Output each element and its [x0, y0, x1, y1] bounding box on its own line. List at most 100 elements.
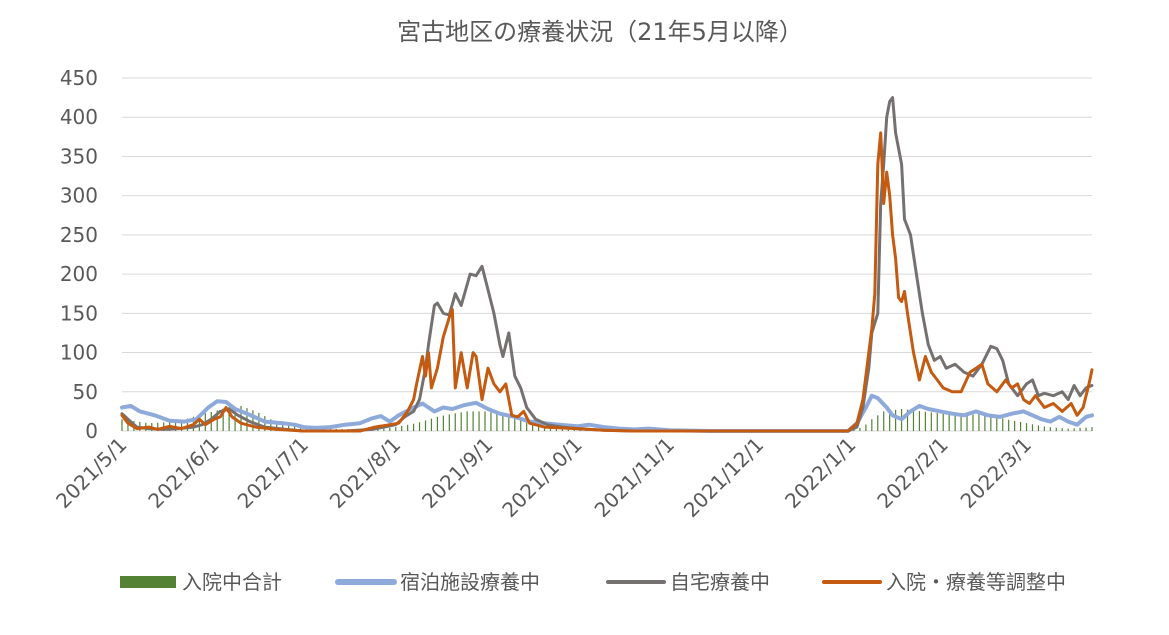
inpatient-bar: [972, 414, 974, 431]
legend: 入院中合計 宿泊施設療養中 自宅療養中 入院・療養等調整中: [120, 570, 1066, 594]
inpatient-bar: [1091, 427, 1093, 431]
y-tick-label: 350: [60, 144, 98, 168]
inpatient-bar: [871, 419, 873, 431]
inpatient-bar: [258, 412, 260, 431]
inpatient-bar: [883, 411, 885, 431]
legend-item: 入院・療養等調整中: [822, 570, 1066, 594]
inpatient-bar: [418, 422, 421, 431]
inpatient-bar: [954, 414, 956, 431]
inpatient-bar: [389, 427, 391, 431]
inpatient-bar: [198, 414, 200, 431]
inpatient-bar: [912, 410, 915, 431]
inpatient-bar: [561, 428, 563, 431]
inpatient-bar: [1025, 423, 1028, 431]
x-tick-label: 2021/10/1: [497, 433, 586, 522]
inpatient-bar: [526, 422, 528, 431]
inpatient-bar: [567, 428, 569, 431]
y-tick-label: 300: [60, 184, 98, 208]
y-tick-label: 400: [60, 105, 98, 129]
inpatient-bar: [299, 426, 302, 431]
legend-item: 自宅療養中: [606, 570, 770, 594]
inpatient-bar: [424, 420, 427, 431]
inpatient-bar: [472, 411, 474, 431]
inpatient-bar: [1002, 418, 1004, 431]
inpatient-bar: [1079, 427, 1081, 431]
inpatient-bar: [1067, 428, 1069, 431]
grid-layer: [122, 77, 1092, 432]
inpatient-bar: [293, 425, 296, 431]
inpatient-bar: [889, 410, 891, 431]
inpatient-bar: [436, 416, 438, 431]
inpatient-bar: [1037, 425, 1040, 431]
x-tick-label: 2021/7/1: [233, 433, 313, 513]
series-line-2: [120, 96, 1094, 433]
x-tick-label: 2021/6/1: [143, 433, 223, 513]
inpatient-bar: [252, 410, 254, 431]
inpatient-bar: [407, 424, 409, 431]
legend-item: 宿泊施設療養中: [335, 570, 540, 594]
inpatient-bar: [270, 419, 272, 431]
inpatient-bar: [936, 413, 938, 431]
inpatient-bar: [282, 423, 284, 431]
y-tick-label: 100: [60, 341, 98, 365]
inpatient-bar: [127, 420, 129, 431]
inpatient-bar: [216, 410, 218, 431]
inpatient-bar: [401, 425, 403, 431]
inpatient-bar: [395, 427, 397, 431]
inpatient-bar: [228, 407, 230, 431]
legend-swatch-bar: [120, 576, 176, 588]
y-tick-label: 50: [73, 380, 98, 404]
legend-label: 宿泊施設療養中: [400, 570, 540, 594]
inpatient-bar: [377, 428, 379, 431]
x-tick-label: 2022/3/1: [956, 433, 1036, 513]
series-line-3: [120, 131, 1094, 433]
inpatient-bar: [532, 423, 534, 431]
inpatient-bar: [942, 413, 944, 431]
inpatient-bar: [520, 420, 522, 431]
inpatient-bar: [466, 411, 468, 431]
inpatient-bar: [877, 415, 879, 431]
x-tick-label: 2021/12/1: [679, 433, 768, 522]
inpatient-bar: [490, 412, 492, 431]
legend-item: 入院中合計: [120, 570, 282, 594]
inpatient-bar: [222, 408, 224, 431]
inpatient-bar: [186, 418, 189, 431]
legend-label: 入院中合計: [182, 570, 282, 594]
inpatient-bar: [276, 421, 278, 431]
inpatient-bar: [502, 415, 504, 431]
inpatient-bar: [865, 424, 867, 431]
y-tick-label: 0: [85, 419, 98, 443]
inpatient-bar: [448, 414, 450, 431]
inpatient-bar: [383, 428, 385, 431]
inpatient-bar: [853, 429, 855, 431]
inpatient-bar: [288, 425, 290, 431]
y-tick-label: 150: [60, 301, 98, 325]
inpatient-bar: [180, 420, 183, 431]
inpatient-bar: [549, 427, 552, 431]
legend-label: 自宅療養中: [670, 570, 770, 594]
inpatient-bar: [460, 412, 462, 431]
inpatient-bar: [1019, 422, 1022, 431]
inpatient-bar: [1031, 424, 1034, 431]
inpatient-bar: [895, 409, 897, 431]
inpatient-bar: [1061, 428, 1063, 431]
inpatient-bar: [555, 427, 558, 431]
x-tick-label: 2021/11/1: [590, 433, 679, 522]
inpatient-bar: [859, 427, 861, 431]
inpatient-bar: [537, 424, 540, 431]
x-tick-label: 2021/9/1: [417, 433, 497, 513]
inpatient-bar: [924, 411, 926, 431]
inpatient-bar: [454, 413, 456, 431]
y-tick-label: 450: [60, 66, 98, 90]
y-axis: 0 50 100 150 200 250 300 350 400 450: [60, 66, 98, 443]
inpatient-bar: [412, 423, 415, 431]
x-axis: 2021/5/1 2021/6/1 2021/7/1 2021/8/1 2021/9/1…: [51, 433, 1036, 522]
inpatient-bar: [930, 412, 932, 431]
inpatient-bar: [573, 429, 575, 431]
inpatient-bar: [1043, 426, 1045, 431]
inpatient-bar: [430, 418, 433, 431]
y-tick-label: 200: [60, 262, 98, 286]
inpatient-bar: [514, 418, 516, 431]
